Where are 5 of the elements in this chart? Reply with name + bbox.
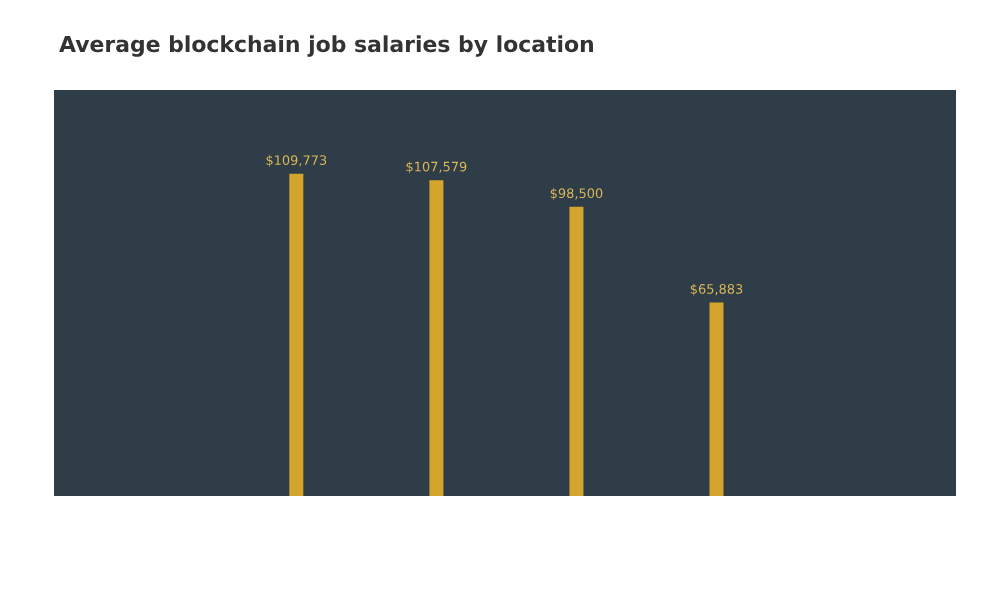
- chart-title: Average blockchain job salaries by location: [59, 35, 593, 57]
- bar: [569, 206, 584, 496]
- bar: [709, 302, 724, 496]
- bar: [289, 173, 304, 496]
- bar: [429, 180, 444, 496]
